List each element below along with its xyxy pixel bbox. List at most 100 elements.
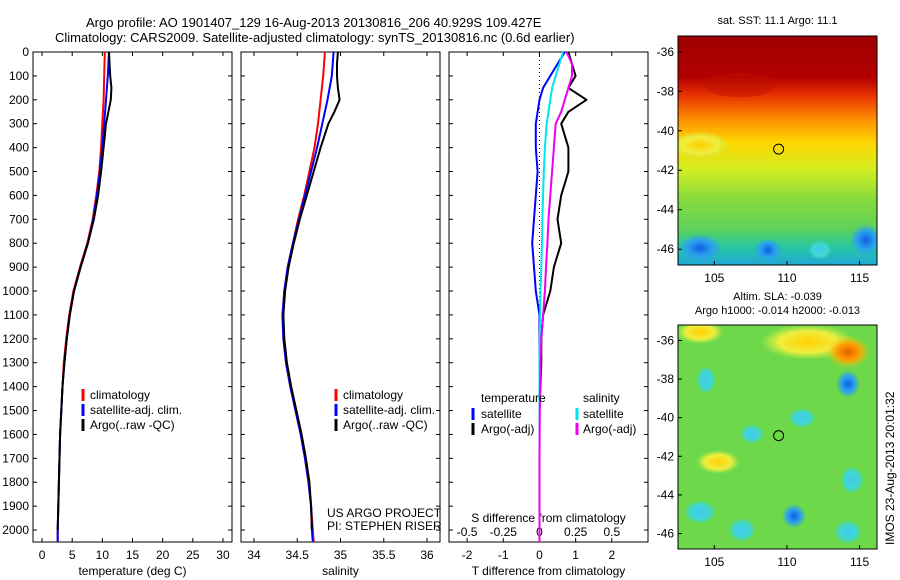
sst-map-panel: 105 110 115 -36 -38 -40 -42 -44 -46 sat. SST: 11.… bbox=[657, 15, 878, 285]
x-tick-label: 20 bbox=[156, 548, 170, 562]
y-tick-label: -36 bbox=[657, 45, 675, 59]
y-tick-label: -42 bbox=[657, 449, 675, 463]
y-tick-label: 1500 bbox=[2, 404, 29, 418]
plot-frame bbox=[240, 51, 441, 543]
sla-low-patch bbox=[788, 408, 816, 428]
y-tick-label: -36 bbox=[657, 333, 675, 347]
y-tick-label: -38 bbox=[657, 84, 675, 98]
series-line bbox=[538, 51, 564, 542]
y-tick-label: -46 bbox=[657, 242, 675, 256]
sla-high-patch bbox=[696, 450, 740, 474]
x-axis-label: T difference from climatology bbox=[472, 564, 626, 578]
y-tick-label: -44 bbox=[657, 488, 675, 502]
y-tick-label: 1800 bbox=[2, 475, 29, 489]
y-tick-label: -40 bbox=[657, 411, 675, 425]
x-tick-label: 105 bbox=[704, 555, 724, 569]
y-tick-label: -42 bbox=[657, 163, 675, 177]
legend-label: satellite-adj. clim. bbox=[343, 403, 435, 417]
plot-frame bbox=[32, 51, 233, 543]
y-tick-label: 1000 bbox=[2, 284, 29, 298]
y-tick-label: 600 bbox=[9, 188, 29, 202]
x-tick-label: 36 bbox=[420, 548, 434, 562]
y-tick-label: 700 bbox=[9, 212, 29, 226]
map-title: sat. SST: 11.1 Argo: 11.1 bbox=[717, 15, 837, 27]
legend-label: Argo(-adj) bbox=[481, 422, 534, 436]
temperature-profile-panel: 0100200300400500600700800900100011001200… bbox=[2, 45, 233, 578]
sla-low-patch bbox=[696, 366, 716, 394]
sst-warm-patch bbox=[704, 73, 776, 97]
x-tick-label: 10 bbox=[96, 548, 110, 562]
legend-label: satellite bbox=[481, 407, 522, 421]
legend-label: climatology bbox=[90, 388, 150, 402]
x-tick-label: -1 bbox=[498, 548, 509, 562]
x-top-tick-label: -0.5 bbox=[457, 525, 478, 539]
sla-map-panel: 105 110 115 -36 -38 -40 -42 -44 -46 Altim. SLA: -… bbox=[657, 291, 878, 569]
x-tick-label: 15 bbox=[126, 548, 140, 562]
x-tick-label: 0 bbox=[39, 548, 46, 562]
legend-title: temperature bbox=[481, 391, 546, 405]
sst-cold-patch bbox=[678, 234, 722, 262]
x-tick-label: 115 bbox=[850, 555, 869, 569]
x-tick-label: 110 bbox=[777, 555, 796, 569]
sla-low-patch bbox=[740, 424, 764, 444]
header-line-2: Climatology: CARS2009. Satellite-adjuste… bbox=[55, 30, 575, 45]
header-line-1: Argo profile: AO 1901407_129 16-Aug-2013… bbox=[86, 15, 542, 30]
y-tick-label: -38 bbox=[657, 372, 675, 386]
x-tick-label: 115 bbox=[850, 271, 869, 285]
legend-label: Argo(-adj) bbox=[583, 422, 636, 436]
sst-warm-patch bbox=[678, 131, 730, 159]
project-annotation: PI: STEPHEN RISER bbox=[327, 519, 442, 533]
x-axis-label: salinity bbox=[322, 564, 359, 578]
x-tick-label: 25 bbox=[186, 548, 200, 562]
sla-low-patch bbox=[684, 500, 716, 524]
x-tick-label: 35.5 bbox=[372, 548, 396, 562]
sst-cold-patch bbox=[808, 240, 832, 260]
map-subtitle: Argo h1000: -0.014 h2000: -0.013 bbox=[695, 305, 860, 317]
sst-cold-patch bbox=[850, 224, 877, 256]
series-line bbox=[56, 51, 113, 531]
sla-low-patch bbox=[834, 520, 862, 544]
x-tick-label: -2 bbox=[462, 548, 473, 562]
x-axis-label: temperature (deg C) bbox=[78, 564, 186, 578]
x-tick-label: 35 bbox=[334, 548, 348, 562]
y-tick-label: 500 bbox=[9, 165, 29, 179]
x-tick-label: 1 bbox=[572, 548, 579, 562]
sst-cold-patch bbox=[754, 238, 782, 262]
y-tick-label: 1600 bbox=[2, 427, 29, 441]
x-top-axis-label: S difference from climatology bbox=[471, 511, 626, 525]
legend-label: satellite bbox=[583, 407, 624, 421]
y-tick-label: 2000 bbox=[2, 523, 29, 537]
x-tick-label: 0 bbox=[536, 548, 543, 562]
y-tick-label: 100 bbox=[9, 69, 29, 83]
y-tick-label: 1100 bbox=[3, 308, 29, 322]
y-tick-label: 1300 bbox=[2, 356, 29, 370]
project-annotation: US ARGO PROJECT bbox=[327, 506, 442, 520]
x-tick-label: 105 bbox=[704, 271, 724, 285]
argo-position-marker bbox=[773, 143, 785, 155]
legend-title: salinity bbox=[583, 391, 620, 405]
sla-low-patch bbox=[728, 518, 756, 542]
series-line bbox=[282, 51, 341, 531]
y-tick-label: -46 bbox=[657, 527, 675, 541]
series-line bbox=[281, 51, 326, 543]
y-tick-label: -40 bbox=[657, 124, 675, 138]
salinity-profile-panel: 34 34.5 35 35.5 36 salinity climatologysatelli… bbox=[240, 51, 442, 578]
y-tick-label: 1400 bbox=[2, 380, 29, 394]
y-tick-label: 400 bbox=[9, 141, 29, 155]
imos-credit: IMOS 23-Aug-2013 20:01:32 bbox=[883, 391, 897, 545]
x-top-tick-label: -0.25 bbox=[490, 525, 518, 539]
y-tick-label: 1200 bbox=[2, 332, 29, 346]
difference-profile-panel: -2 -1 0 1 2 T difference from climatology -0.5… bbox=[448, 51, 649, 578]
x-top-tick-label: 0.5 bbox=[603, 525, 620, 539]
legend-label: satellite-adj. clim. bbox=[90, 403, 182, 417]
y-tick-label: 0 bbox=[22, 45, 29, 59]
sla-low-patch bbox=[836, 370, 860, 398]
x-tick-label: 2 bbox=[608, 548, 615, 562]
x-tick-label: 5 bbox=[69, 548, 76, 562]
series-line bbox=[56, 51, 106, 542]
legend-label: Argo(..raw -QC) bbox=[343, 418, 428, 432]
plot-frame bbox=[448, 51, 649, 543]
y-tick-label: 800 bbox=[9, 236, 29, 250]
y-tick-label: 300 bbox=[9, 117, 29, 131]
